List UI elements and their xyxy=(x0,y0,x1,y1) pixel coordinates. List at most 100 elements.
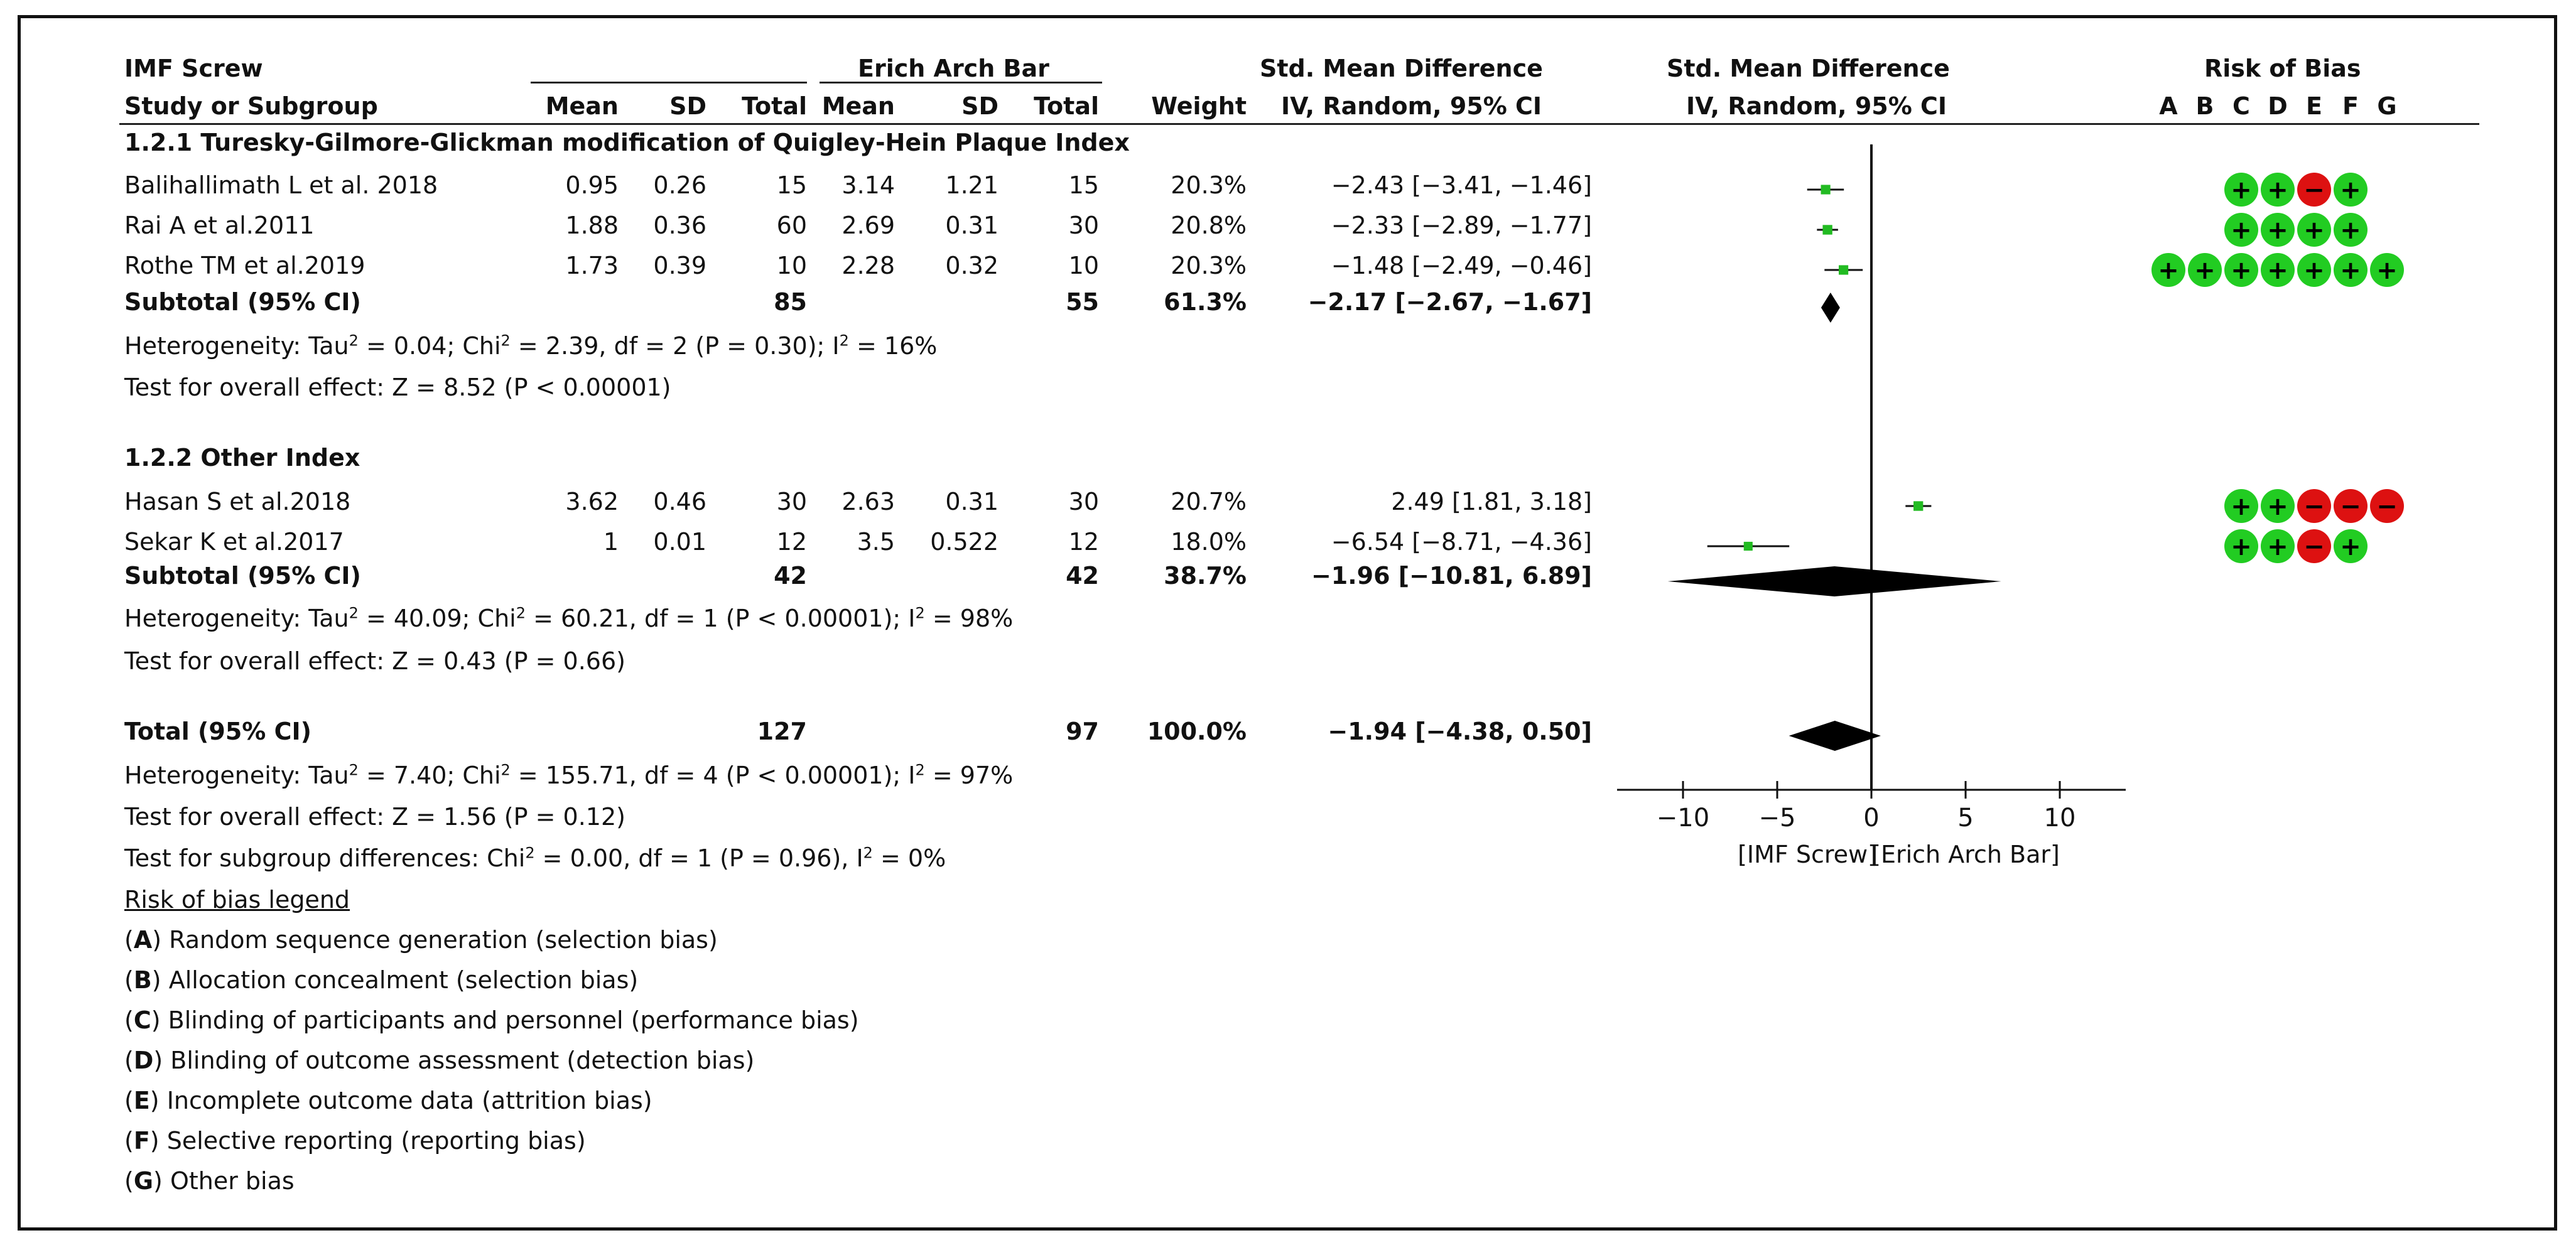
rob-letter-d: D xyxy=(2268,92,2288,120)
mean2: 3.5 xyxy=(857,528,895,556)
study-name: Sekar K et al.2017 xyxy=(124,528,344,556)
x-label-right: [Erich Arch Bar] xyxy=(1871,841,2060,868)
effect-ci: −2.43 [−3.41, −1.46] xyxy=(1331,171,1592,199)
rob-letter-b: B xyxy=(2195,92,2214,120)
study-point xyxy=(1839,265,1849,275)
rob-letter-f: F xyxy=(2342,92,2359,120)
low-risk-icon xyxy=(2224,529,2258,563)
header-rob-title: Risk of Bias xyxy=(2204,55,2361,82)
header-smd-method: IV, Random, 95% CI xyxy=(1281,92,1542,120)
low-risk-icon xyxy=(2224,253,2258,287)
weight: 20.3% xyxy=(1171,252,1247,279)
subtotal-ci: −2.17 [−2.67, −1.67] xyxy=(1307,288,1592,316)
mean2: 2.63 xyxy=(842,488,895,515)
total1: 15 xyxy=(776,171,807,199)
legend-item: (G) Other bias xyxy=(124,1167,295,1195)
sd2: 0.31 xyxy=(945,488,998,515)
risk-symbol: + xyxy=(2158,256,2179,285)
total1: 12 xyxy=(776,528,807,556)
sd2: 0.32 xyxy=(945,252,998,279)
low-risk-icon xyxy=(2224,173,2258,207)
weight: 20.8% xyxy=(1171,212,1247,239)
low-risk-icon xyxy=(2370,253,2404,287)
rob-letter-e: E xyxy=(2306,92,2322,120)
heterogeneity-1: Heterogeneity: Tau2 = 0.04; Chi2 = 2.39,… xyxy=(124,331,938,360)
subgroup-2-title: 1.2.2 Other Index xyxy=(124,444,360,471)
header-weight: Weight xyxy=(1151,92,1247,120)
low-risk-icon xyxy=(2334,529,2368,563)
total-label: Total (95% CI) xyxy=(124,718,311,745)
risk-symbol: − xyxy=(2303,532,2325,561)
total1: 60 xyxy=(776,212,807,239)
mean1: 0.95 xyxy=(565,171,619,199)
low-risk-icon xyxy=(2297,213,2331,247)
legend-item: (E) Incomplete outcome data (attrition b… xyxy=(124,1087,652,1114)
header-smd-title: Std. Mean Difference xyxy=(1260,55,1543,82)
mean2: 2.28 xyxy=(842,252,895,279)
risk-symbol: + xyxy=(2303,256,2325,285)
high-risk-icon xyxy=(2370,489,2404,523)
rob-letter-c: C xyxy=(2232,92,2250,120)
mean2: 2.69 xyxy=(842,212,895,239)
header-total2: Total xyxy=(1034,92,1099,120)
low-risk-icon xyxy=(2261,213,2295,247)
weight: 20.3% xyxy=(1171,171,1247,199)
effect-ci: −6.54 [−8.71, −4.36] xyxy=(1331,528,1592,556)
mean1: 3.62 xyxy=(565,488,619,515)
figure-frame xyxy=(18,15,2557,1231)
header-plot-title: Std. Mean Difference xyxy=(1667,55,1950,82)
high-risk-icon xyxy=(2297,173,2331,207)
x-tick-label: −10 xyxy=(1657,804,1709,832)
summary-diamond xyxy=(1789,721,1881,751)
risk-symbol: + xyxy=(2340,256,2361,285)
legend-item: (D) Blinding of outcome assessment (dete… xyxy=(124,1047,755,1074)
risk-symbol: + xyxy=(2267,176,2288,205)
low-risk-icon xyxy=(2297,253,2331,287)
low-risk-icon xyxy=(2151,253,2185,287)
group1-underline xyxy=(531,82,807,84)
legend-item: (A) Random sequence generation (selectio… xyxy=(124,926,718,954)
risk-symbol: + xyxy=(2267,216,2288,245)
subgroup-1-title: 1.2.1 Turesky-Gilmore-Glickman modificat… xyxy=(124,129,1130,156)
study-name: Rai A et al.2011 xyxy=(124,212,315,239)
group2-underline xyxy=(820,82,1102,84)
sd2: 0.522 xyxy=(930,528,998,556)
x-label-left: [IMF Screw] xyxy=(1738,841,1877,868)
legend-item: (F) Selective reporting (reporting bias) xyxy=(124,1127,586,1155)
risk-symbol: + xyxy=(2376,256,2398,285)
high-risk-icon xyxy=(2297,529,2331,563)
low-risk-icon xyxy=(2261,489,2295,523)
rob-letter-g: G xyxy=(2377,92,2397,120)
header-mean2: Mean xyxy=(821,92,895,120)
heterogeneity-2: Heterogeneity: Tau2 = 40.09; Chi2 = 60.2… xyxy=(124,604,1014,632)
study-name: Balihallimath L et al. 2018 xyxy=(124,171,438,199)
low-risk-icon xyxy=(2261,173,2295,207)
effect-ci: 2.49 [1.81, 3.18] xyxy=(1391,488,1592,515)
weight: 18.0% xyxy=(1171,528,1247,556)
risk-symbol: + xyxy=(2231,176,2252,205)
subtotal-ci: −1.96 [−10.81, 6.89] xyxy=(1311,562,1592,590)
risk-symbol: + xyxy=(2194,256,2216,285)
low-risk-icon xyxy=(2224,213,2258,247)
header-mean1: Mean xyxy=(545,92,619,120)
sd1: 0.01 xyxy=(653,528,706,556)
total2: 15 xyxy=(1068,171,1099,199)
x-tick-label: 10 xyxy=(2044,804,2076,832)
low-risk-icon xyxy=(2334,253,2368,287)
mean2: 3.14 xyxy=(842,171,895,199)
legend-item: (C) Blinding of participants and personn… xyxy=(124,1006,859,1034)
subgroup-differences: Test for subgroup differences: Chi2 = 0.… xyxy=(124,844,946,872)
total2: 12 xyxy=(1068,528,1099,556)
risk-symbol: + xyxy=(2303,216,2325,245)
study-name: Hasan S et al.2018 xyxy=(124,488,351,515)
sd1: 0.39 xyxy=(653,252,706,279)
subtotal-label: Subtotal (95% CI) xyxy=(124,288,361,316)
mean1: 1.88 xyxy=(565,212,619,239)
risk-symbol: + xyxy=(2267,532,2288,561)
total1: 10 xyxy=(776,252,807,279)
low-risk-icon xyxy=(2261,529,2295,563)
effect-ci: −2.33 [−2.89, −1.77] xyxy=(1331,212,1592,239)
risk-symbol: − xyxy=(2303,492,2325,521)
risk-symbol: + xyxy=(2231,216,2252,245)
